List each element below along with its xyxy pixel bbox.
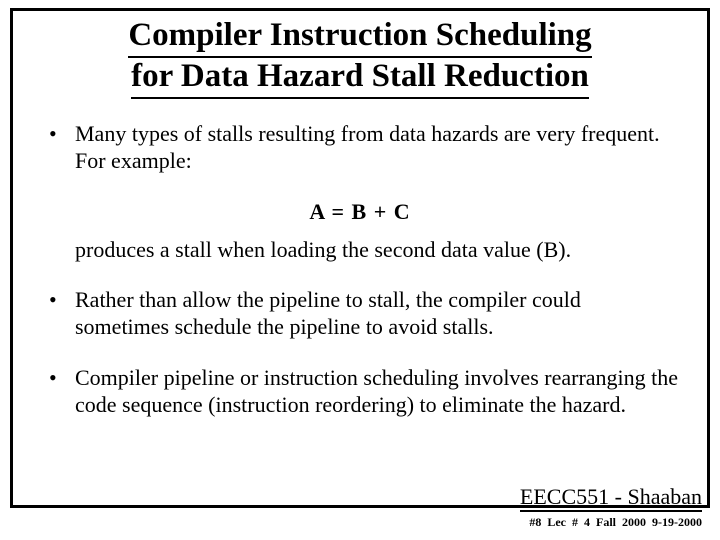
slide-frame: Compiler Instruction Scheduling for Data…: [10, 8, 710, 508]
bullet-item-2: Rather than allow the pipeline to stall,…: [41, 287, 679, 341]
bullet-list-2: Rather than allow the pipeline to stall,…: [41, 287, 679, 418]
bullet-item-1: Many types of stalls resulting from data…: [41, 121, 679, 175]
equation: A = B + C: [41, 199, 679, 225]
title-line-1: Compiler Instruction Scheduling: [128, 17, 591, 58]
footer-course-text: EECC551 - Shaaban: [520, 484, 702, 512]
bullet-1-subtext: produces a stall when loading the second…: [75, 237, 679, 264]
slide-title: Compiler Instruction Scheduling for Data…: [41, 17, 679, 99]
title-line-2: for Data Hazard Stall Reduction: [131, 58, 589, 99]
bullet-item-3: Compiler pipeline or instruction schedul…: [41, 365, 679, 419]
footer-meta: #8 Lec # 4 Fall 2000 9-19-2000: [529, 515, 702, 530]
footer-course: EECC551 - Shaaban: [520, 484, 702, 512]
bullet-list: Many types of stalls resulting from data…: [41, 121, 679, 175]
